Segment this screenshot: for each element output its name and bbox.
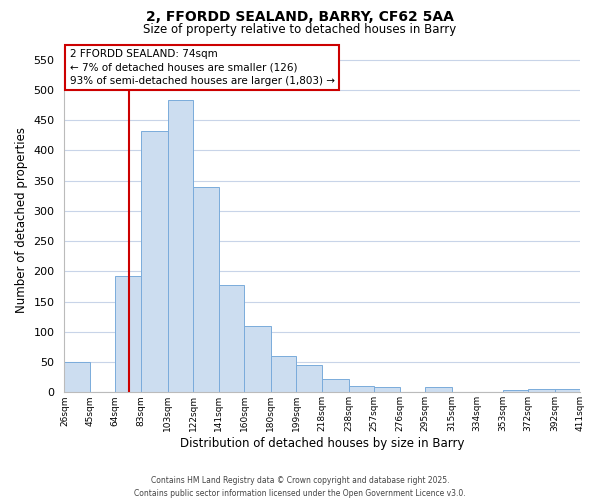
Text: Contains HM Land Registry data © Crown copyright and database right 2025.
Contai: Contains HM Land Registry data © Crown c…: [134, 476, 466, 498]
Bar: [555, 390, 580, 392]
Bar: [425, 388, 452, 392]
Bar: [503, 390, 528, 392]
Bar: [244, 326, 271, 392]
Bar: [528, 390, 555, 392]
Bar: [141, 131, 167, 392]
Bar: [64, 362, 90, 392]
Y-axis label: Number of detached properties: Number of detached properties: [15, 127, 28, 313]
Bar: [296, 365, 322, 392]
Text: 2, FFORDD SEALAND, BARRY, CF62 5AA: 2, FFORDD SEALAND, BARRY, CF62 5AA: [146, 10, 454, 24]
Text: Size of property relative to detached houses in Barry: Size of property relative to detached ho…: [143, 22, 457, 36]
Bar: [167, 100, 193, 393]
Bar: [193, 186, 218, 392]
Text: 2 FFORDD SEALAND: 74sqm
← 7% of detached houses are smaller (126)
93% of semi-de: 2 FFORDD SEALAND: 74sqm ← 7% of detached…: [70, 49, 335, 86]
X-axis label: Distribution of detached houses by size in Barry: Distribution of detached houses by size …: [180, 437, 465, 450]
Bar: [374, 388, 400, 392]
Bar: [218, 284, 244, 393]
Bar: [271, 356, 296, 393]
Bar: [349, 386, 374, 392]
Bar: [115, 276, 141, 392]
Bar: [322, 379, 349, 392]
